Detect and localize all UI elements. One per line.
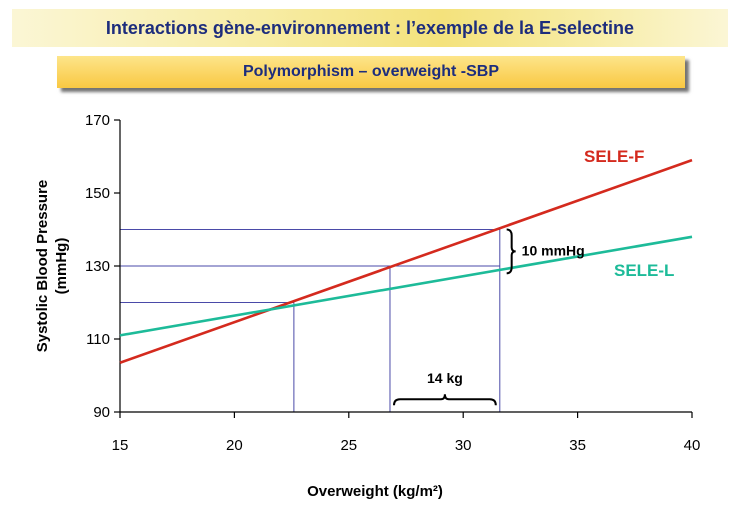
y-tick-label-110: 110 [86,331,110,348]
x-tick-label-30: 30 [455,437,472,454]
x-tick-label-15: 15 [112,437,129,454]
y-axis-title-line1: Systolic Blood Pressure [34,180,51,353]
slide-title: Interactions gène-environnement : l’exem… [12,9,728,47]
chart-subtitle-banner: Polymorphism – overweight -SBP [57,56,685,88]
series-line-sele-l [119,235,693,337]
data-series [119,158,693,406]
x-axis-title: Overweight (kg/m²) [307,483,443,500]
y-tick-label-150: 150 [85,185,110,202]
x-tick-label-20: 20 [226,437,243,454]
series-label-sele-l: SELE-L [614,261,674,280]
series-line-sele-f [119,158,693,364]
x-tick-label-40: 40 [684,437,701,454]
y-tick-label-170: 170 [85,112,110,129]
x-tick-label-35: 35 [569,437,586,454]
brace-14-kg [392,394,497,406]
guide-lines [120,229,501,412]
y-tick-label-90: 90 [93,404,110,421]
chart-labels: Overweight (kg/m²) Systolic Blood Pressu… [34,147,674,500]
chart-axes: 90 110 130 150 170 15 20 25 30 35 40 [85,112,700,454]
y-tick-label-130: 130 [85,258,110,275]
brace-10-mmhg [506,228,516,275]
annotation-10-mmhg: 10 mmHg [522,242,585,258]
y-axis-title-line2: (mmHg) [53,238,70,295]
series-label-sele-f: SELE-F [584,147,644,166]
annotation-14-kg: 14 kg [427,370,463,386]
x-tick-label-25: 25 [340,437,357,454]
